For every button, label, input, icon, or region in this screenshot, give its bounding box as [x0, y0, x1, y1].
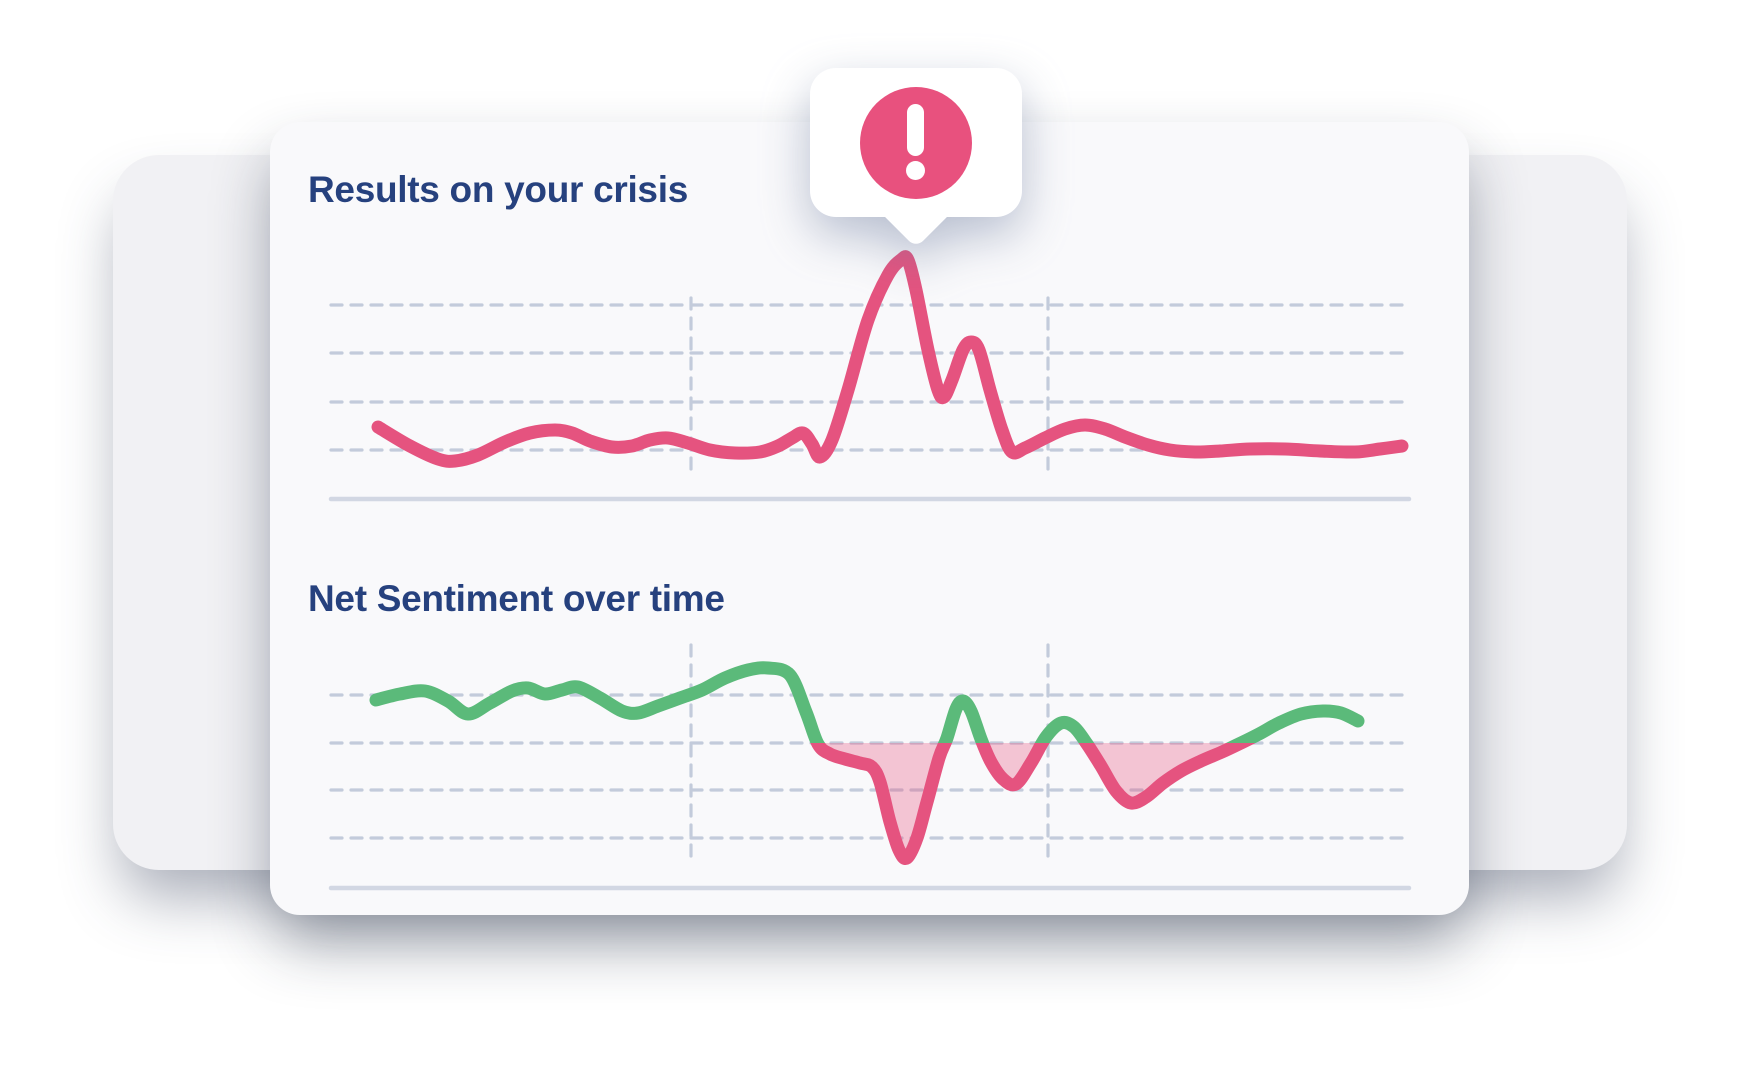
negative-sentiment-fill [376, 743, 1358, 859]
sentiment-line-negative [810, 743, 1256, 865]
sentiment-line-chart [328, 643, 1412, 891]
exclamation-bar [907, 104, 924, 156]
exclamation-dot [906, 161, 925, 180]
crisis-mentions-line [371, 250, 1409, 468]
crisis-line-chart [328, 250, 1412, 502]
chart-title-sentiment: Net Sentiment over time [308, 578, 725, 619]
chart-title-crisis: Results on your crisis [308, 169, 688, 210]
results-card [270, 122, 1469, 915]
sentiment-line-positive [369, 661, 1365, 743]
